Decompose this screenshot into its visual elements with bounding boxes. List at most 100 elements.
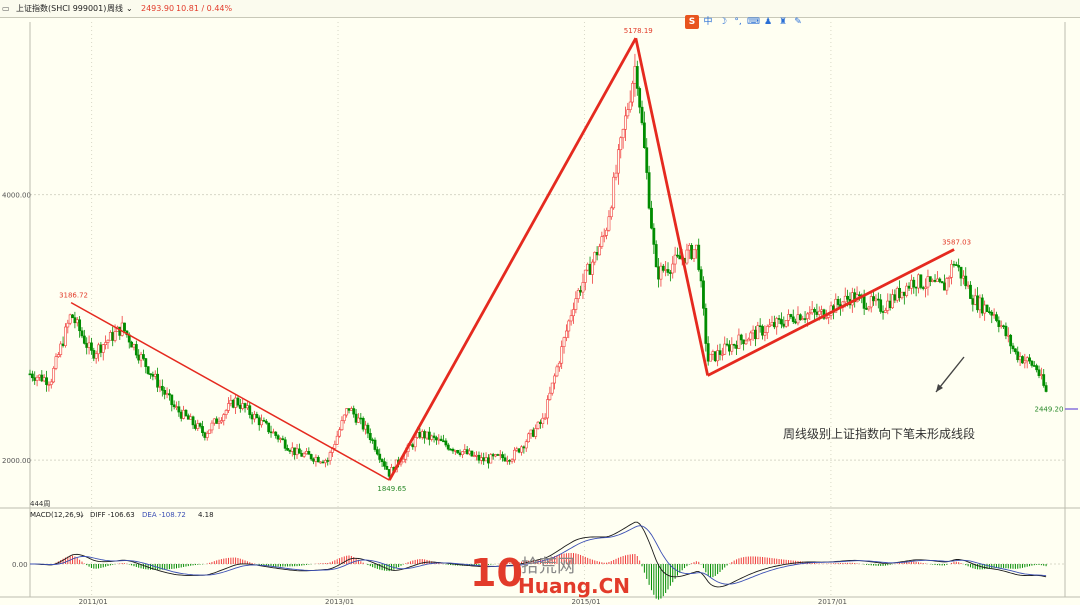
candle-body [794,321,798,324]
candle-body [961,275,965,279]
candle-body [184,409,188,416]
candle-body [806,313,809,319]
period-chevron-icon[interactable]: ⌄ [126,4,133,13]
moon-icon[interactable]: ☽ [718,17,728,27]
candle-body [567,320,571,332]
candle-body [687,245,691,251]
candle-body [673,254,677,265]
candle-body [555,366,559,377]
candle-body [690,245,694,259]
candle-body [770,322,774,326]
candle-body [439,438,443,442]
candle-body [371,439,375,442]
candle-body [170,394,174,406]
candle-body [186,415,190,420]
candle-body [111,332,115,341]
candle-body [928,276,932,282]
candle-body [910,279,913,289]
candle-body [798,314,802,321]
candle-body [293,447,297,456]
shirt-icon[interactable]: ♜ [778,17,788,27]
candle-body [253,413,256,420]
candle-body [886,300,890,311]
candle-body [49,381,53,385]
candle-body [907,285,911,289]
candle-body [541,417,545,424]
candle-body [151,374,155,377]
symbol-name[interactable]: 上证指数(SHCI 999001) [16,4,107,13]
candle-body [872,296,875,302]
candle-body [548,392,552,400]
candle-body [607,216,611,231]
candle-body [524,441,528,449]
candle-body [456,450,460,454]
candle-body [373,439,377,450]
candle-body [163,390,167,395]
candle-body [543,417,547,420]
candle-body [191,416,195,426]
candle-body [943,282,946,291]
candle-body [862,296,866,309]
chinese-input-icon[interactable]: 中 [703,17,713,27]
window-icon[interactable]: ▭ [2,4,10,13]
candle-body [631,83,634,103]
candle-body [756,325,760,340]
candle-body [919,274,923,288]
candle-body [210,422,214,431]
candle-body [139,354,143,361]
candle-body [1018,356,1022,361]
candle-body [692,249,696,259]
candle-body [751,329,755,334]
candle-body [676,254,679,257]
candle-body [522,446,526,449]
candle-body [985,304,989,312]
candle-body [168,393,171,396]
candle-body [966,284,970,287]
candle-body [978,297,982,311]
candle-body [45,377,48,385]
candle-body [234,397,237,408]
punctuation-icon[interactable]: °, [734,17,742,27]
candle-body [54,356,58,369]
candle-body [189,416,193,420]
candle-body [954,264,958,266]
candle-body [224,410,228,415]
candle-body [711,351,715,355]
candle-body [290,447,294,452]
candle-body [694,244,698,251]
keyboard-icon[interactable]: ⌨ [747,17,760,27]
watermark-number: 10 [470,551,523,595]
candle-body [884,310,887,313]
candle-body [964,275,968,287]
x-tick-label: 2017/01 [818,598,847,605]
candle-body [364,424,367,430]
candle-body [196,423,200,429]
candle-body [1025,357,1029,362]
candle-body [633,66,637,84]
wrench-icon[interactable]: ✎ [794,17,802,27]
candle-body [557,362,561,368]
candle-body [893,294,897,301]
candle-body [38,374,41,378]
candle-body [505,460,509,462]
candle-body [718,350,722,355]
candle-body [387,469,391,477]
candle-body [801,318,805,321]
candle-body [973,295,977,305]
candle-body [90,342,93,351]
candle-body [1042,374,1046,386]
candle-body [380,459,384,462]
candle-body [586,263,590,271]
candle-body [590,261,594,275]
user-icon[interactable]: ♟ [763,17,773,27]
input-method-toolbar[interactable]: S 中 ☽ °, ⌨ ♟ ♜ ✎ [685,14,804,30]
candle-body [510,459,514,462]
candle-body [746,338,750,342]
candle-body [513,449,516,461]
candle-body [335,435,339,445]
period-selector[interactable]: 周线 [107,4,123,13]
sogou-icon[interactable]: S [685,15,699,29]
stroke-line [70,301,390,481]
candle-body [366,424,370,434]
dea-line [30,525,1047,585]
